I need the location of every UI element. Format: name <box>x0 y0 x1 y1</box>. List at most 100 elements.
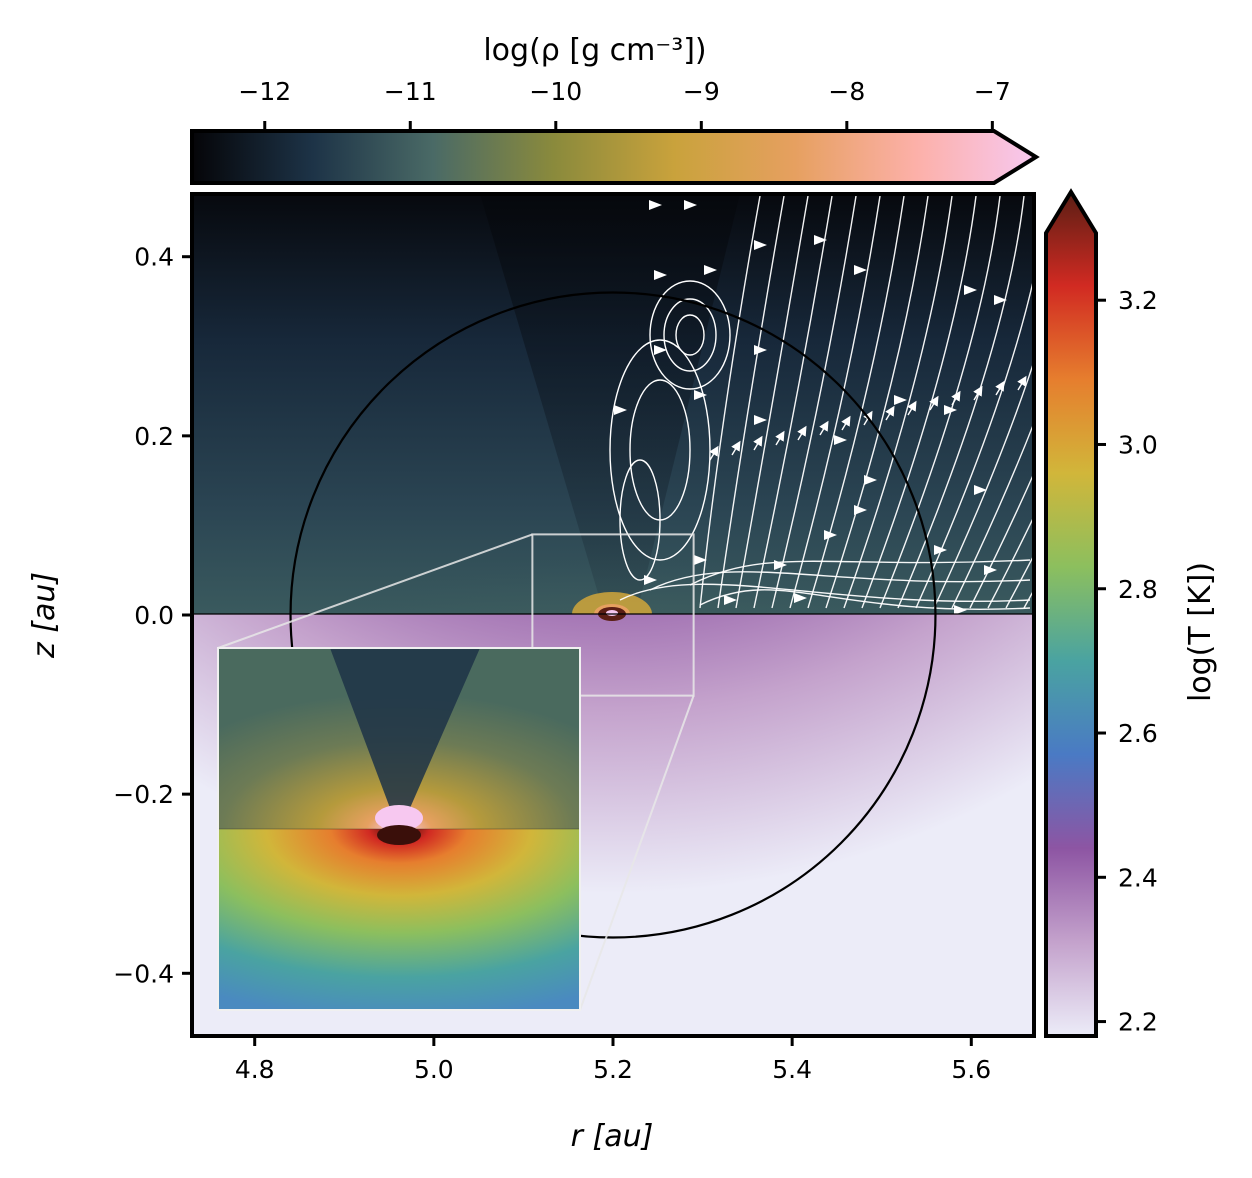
streamline <box>861 195 977 609</box>
streamline <box>649 280 731 390</box>
y-axis-label: z [au] <box>27 572 62 659</box>
density-colorbar-tick-label: −9 <box>683 77 720 106</box>
streamline-arrow <box>754 415 767 425</box>
streamline <box>771 195 857 609</box>
streamline-arrow <box>973 385 983 401</box>
zoom-connector-line <box>579 695 695 1011</box>
streamline-arrow <box>709 445 719 461</box>
streamline-arrow <box>994 295 1007 305</box>
streamline-arrow <box>863 410 873 426</box>
streamline-arrow <box>754 240 767 250</box>
streamline <box>689 559 1031 586</box>
streamline-arrow <box>753 435 763 451</box>
streamline-arrow <box>907 400 917 416</box>
streamline-arrow <box>974 485 987 495</box>
x-axis: 4.8 5.0 5.2 5.4 5.6 <box>235 1036 991 1084</box>
streamline <box>1078 196 1252 608</box>
y-tick-label: −0.4 <box>113 959 174 988</box>
streamline-arrow <box>854 505 867 515</box>
streamline <box>915 274 1034 609</box>
density-colorbar-ticks: −12 −11 −10 −9 −8 −7 <box>238 77 1011 131</box>
streamline-arrow <box>841 415 851 431</box>
streamline <box>753 195 833 609</box>
temperature-colorbar-tick-label: 2.6 <box>1118 719 1158 748</box>
temperature-colorbar-tick-label: 2.4 <box>1118 863 1158 892</box>
streamline-arrow <box>614 405 627 415</box>
streamline-arrow <box>819 420 829 436</box>
streamline-arrow <box>775 430 785 446</box>
streamline <box>807 195 905 609</box>
density-colorbar-tick-label: −11 <box>384 77 437 106</box>
zoom-region-box <box>531 533 695 697</box>
density-field <box>192 194 1252 614</box>
streamline-arrow <box>724 595 737 605</box>
inset-zoom <box>217 647 581 1011</box>
hill-sphere-circle <box>289 291 937 939</box>
planet-core <box>606 610 618 616</box>
streamline <box>735 195 809 609</box>
streamline-arrow <box>964 285 977 295</box>
temperature-colorbar-tick-label: 2.2 <box>1118 1008 1158 1037</box>
plot-area <box>190 192 1252 1038</box>
streamline <box>951 420 1034 609</box>
streamline-arrow <box>984 565 997 575</box>
temperature-colorbar-body <box>1044 188 1098 1038</box>
streamline <box>987 514 1034 609</box>
streamline-arrow <box>684 200 697 210</box>
x-tick-label: 5.4 <box>772 1055 812 1084</box>
zoom-connector-line <box>217 533 533 649</box>
streamline <box>609 339 711 561</box>
streamline <box>649 571 1031 591</box>
streamline-arrow <box>954 605 967 614</box>
density-colorbar-tick-label: −8 <box>828 77 865 106</box>
streamline-arrow <box>644 575 657 585</box>
y-tick-label: −0.2 <box>113 780 174 809</box>
y-axis: 0.4 0.2 0.0 −0.2 −0.4 <box>113 243 192 988</box>
streamline-arrow <box>1106 360 1112 370</box>
density-colorbar-tick-label: −10 <box>529 77 582 106</box>
streamline <box>969 471 1034 609</box>
temperature-colorbar-ticks: 2.2 2.4 2.6 2.8 3.0 3.2 <box>1096 286 1158 1037</box>
x-tick-label: 4.8 <box>235 1055 275 1084</box>
streamline-arrow <box>929 395 939 411</box>
temperature-colorbar-tick-label: 2.8 <box>1118 575 1158 604</box>
streamline-arrow <box>694 555 707 565</box>
streamline <box>619 583 1031 603</box>
streamline-arrow <box>885 405 895 421</box>
streamline-arrow <box>649 200 662 210</box>
y-tick-label: 0.2 <box>134 422 174 451</box>
streamline <box>675 314 705 356</box>
streamline-arrow <box>797 425 807 441</box>
streamline-arrow <box>654 345 667 355</box>
streamline <box>663 298 717 372</box>
streamline-arrow <box>754 345 767 355</box>
x-tick-label: 5.0 <box>414 1055 454 1084</box>
temperature-colorbar-tick-label: 3.2 <box>1118 286 1158 315</box>
density-colorbar-body <box>190 129 1040 185</box>
streamline-arrow <box>951 390 961 406</box>
streamline-arrow <box>654 270 667 280</box>
streamline-arrow <box>854 265 867 275</box>
streamline-arrow <box>834 435 847 445</box>
streamline <box>843 195 953 609</box>
x-tick-label: 5.6 <box>951 1055 991 1084</box>
streamline-arrow <box>934 545 947 555</box>
temperature-colorbar-label: log(T [K]) <box>1183 562 1218 702</box>
streamline-arrow <box>694 390 707 400</box>
x-axis-label: r [au] <box>571 1119 654 1154</box>
streamline-arrow <box>864 475 877 485</box>
streamline <box>897 195 1025 609</box>
streamline-arrow <box>794 593 807 603</box>
streamline <box>619 459 661 581</box>
streamline <box>879 195 1001 609</box>
streamline-arrow <box>731 440 741 456</box>
streamline-arrow <box>814 235 827 245</box>
y-tick-label: 0.0 <box>134 601 174 630</box>
streamline-arrow <box>704 265 717 275</box>
streamline-arrow <box>1150 350 1156 360</box>
streamline-arrow <box>774 560 787 570</box>
streamline-arrow <box>824 530 837 540</box>
streamline-arrow <box>1017 375 1027 391</box>
density-colorbar: −12 −11 −10 −9 −8 −7 log(ρ [g cm⁻³]) <box>190 33 1040 185</box>
